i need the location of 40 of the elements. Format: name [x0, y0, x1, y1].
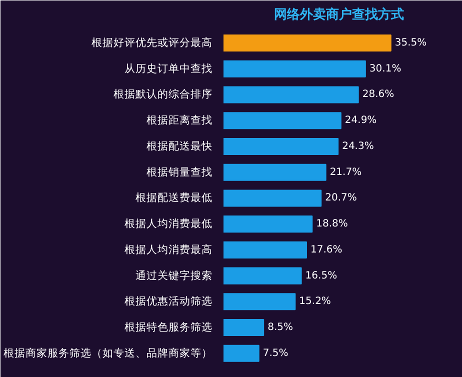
bar — [224, 241, 307, 258]
bar — [224, 34, 392, 52]
bar — [224, 164, 326, 181]
chart-title: 网络外卖商户查找方式 — [274, 6, 404, 22]
bar — [224, 60, 366, 78]
y-tick-label: 根据配送最快 — [146, 139, 212, 152]
bar — [224, 112, 342, 130]
bar — [224, 319, 264, 336]
y-tick-label: 根据人均消费最低 — [124, 217, 212, 230]
data-label: 24.3% — [342, 140, 374, 152]
y-tick-label: 根据默认的综合排序 — [114, 88, 212, 101]
data-label: 20.7% — [325, 192, 357, 204]
y-tick-label: 根据配送费最低 — [136, 191, 212, 204]
data-label: 18.8% — [316, 218, 348, 230]
y-tick-label: 通过关键字搜索 — [136, 268, 212, 282]
y-tick-label: 从历史订单中查找 — [124, 62, 212, 75]
data-label: 8.5% — [268, 322, 293, 334]
bar — [224, 293, 296, 310]
data-label: 28.6% — [362, 89, 394, 100]
y-tick-label: 根据距离查找 — [146, 114, 212, 127]
bar — [224, 267, 302, 284]
bar — [224, 190, 322, 207]
y-tick-label: 根据特色服务筛选 — [124, 320, 212, 334]
data-label: 17.6% — [310, 244, 342, 256]
data-label: 15.2% — [299, 296, 331, 308]
y-tick-label: 根据人均消费最高 — [124, 242, 212, 256]
data-label: 35.5% — [394, 38, 427, 49]
data-label: 30.1% — [369, 63, 402, 74]
bar — [224, 344, 260, 362]
y-tick-label: 根据优惠活动筛选 — [124, 294, 212, 308]
bar — [224, 138, 339, 155]
y-tick-label: 根据好评优先或评分最高 — [92, 36, 212, 50]
data-label: 7.5% — [262, 348, 288, 359]
data-label: 21.7% — [330, 166, 362, 178]
data-label: 24.9% — [344, 115, 377, 126]
bar — [224, 216, 313, 233]
y-tick-label: 根据商家服务筛选（如专送、品牌商家等） — [4, 346, 212, 360]
y-tick-label: 根据销量查找 — [146, 165, 212, 178]
bar — [224, 86, 359, 104]
data-label: 16.5% — [305, 270, 338, 282]
